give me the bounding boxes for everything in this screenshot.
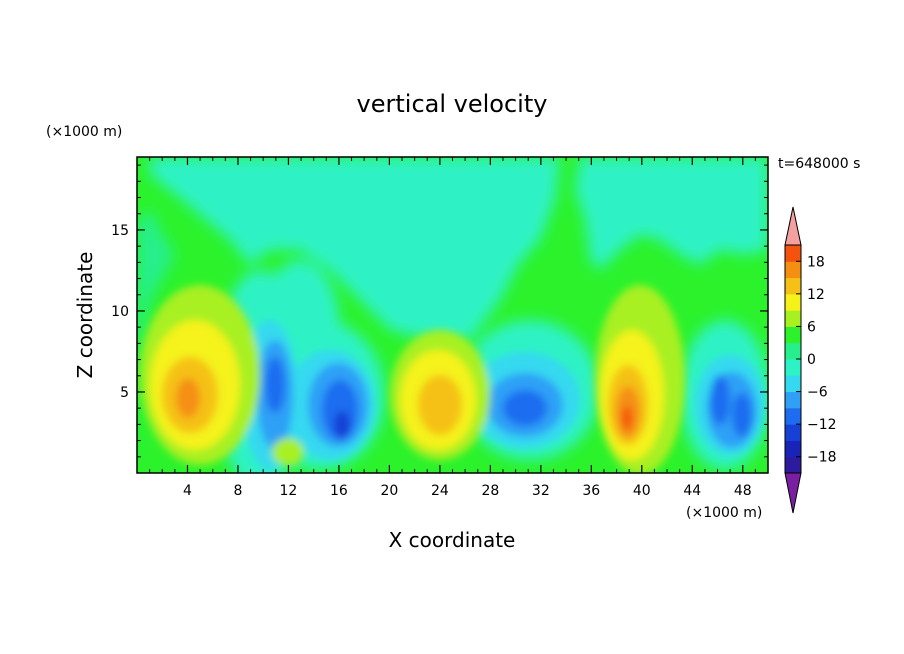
x-tick-label: 12	[280, 483, 298, 499]
colorbar-band	[785, 342, 801, 360]
x-tick-label: 28	[481, 483, 499, 499]
y-axis-ticks: 5 10 15	[111, 164, 768, 458]
y-axis-label: Z coordinate	[73, 252, 97, 379]
contour-field	[137, 157, 768, 473]
colorbar-tick-label: 6	[807, 319, 816, 335]
colorbar-tick-label: −18	[807, 450, 837, 466]
colorbar-band	[785, 375, 801, 393]
x-tick-label: 44	[683, 483, 701, 499]
y-tick-label: 15	[111, 223, 129, 239]
colorbar-band	[785, 407, 801, 425]
colorbar-min-arrow	[784, 472, 802, 514]
colorbar: 18 12 6 0 −6 −12 −18	[784, 206, 837, 514]
x-tick-label: 32	[532, 483, 550, 499]
colorbar-band	[785, 424, 801, 441]
x-tick-label: 4	[183, 483, 192, 499]
colorbar-band	[785, 277, 801, 295]
colorbar-band	[785, 456, 801, 474]
colorbar-max-arrow	[784, 206, 802, 246]
colorbar-tick-label: −12	[807, 417, 837, 433]
colorbar-band	[785, 261, 801, 279]
x-tick-label: 20	[380, 483, 398, 499]
y-tick-label: 5	[120, 385, 129, 401]
colorbar-tick-label: −6	[807, 385, 828, 401]
time-label: t=648000 s	[778, 156, 860, 172]
colorbar-band	[785, 293, 801, 311]
x-axis-ticks: 4 8 12 16 20 24 28 32 36 40 44 48	[149, 157, 756, 499]
colorbar-band	[785, 440, 801, 458]
x-axis-label: X coordinate	[389, 528, 516, 552]
colorbar-band	[785, 310, 801, 327]
colorbar-band	[785, 391, 801, 409]
colorbar-band	[785, 326, 801, 344]
x-tick-label: 24	[431, 483, 449, 499]
x-tick-label: 40	[633, 483, 651, 499]
chart-title: vertical velocity	[357, 90, 548, 118]
x-tick-label: 16	[330, 483, 348, 499]
y-unit-label: (×1000 m)	[46, 124, 122, 140]
colorbar-tick-label: 12	[807, 287, 825, 303]
x-tick-label: 8	[233, 483, 242, 499]
colorbar-tick-label: 0	[807, 352, 816, 368]
colorbar-tick-label: 18	[807, 254, 825, 270]
colorbar-band	[785, 359, 801, 376]
x-unit-label: (×1000 m)	[686, 505, 762, 521]
x-tick-label: 48	[734, 483, 752, 499]
x-tick-label: 36	[582, 483, 600, 499]
y-tick-label: 10	[111, 304, 129, 320]
colorbar-band	[785, 245, 801, 262]
